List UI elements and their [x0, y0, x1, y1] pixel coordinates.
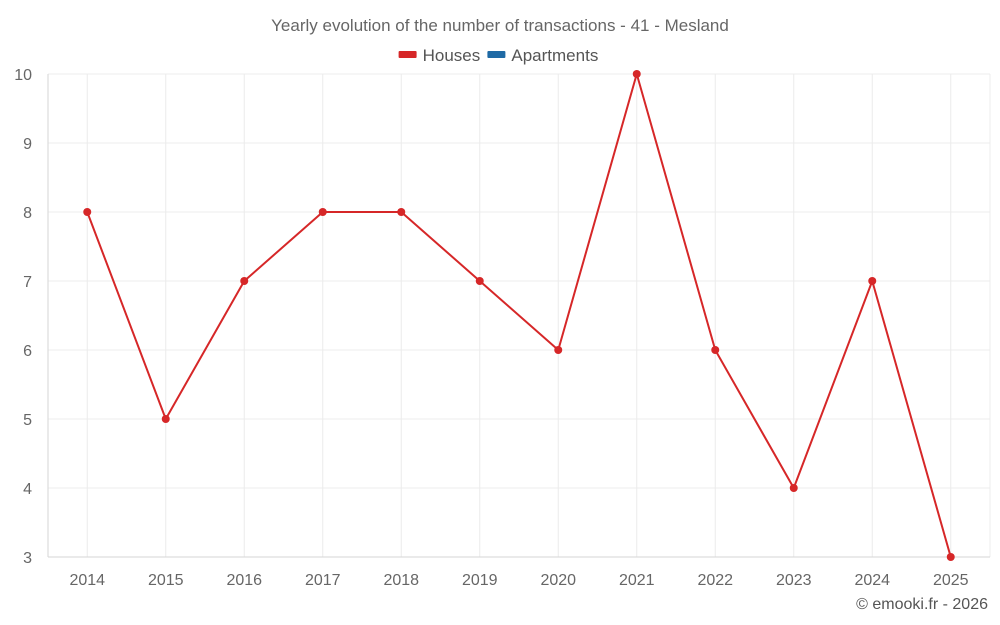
y-axis-ticks: 3 4 5 6 7 8 9 10 — [14, 67, 32, 567]
legend[interactable]: Houses Apartments — [398, 46, 599, 65]
legend-swatch — [398, 51, 417, 58]
series-line-houses — [86, 73, 952, 558]
x-tick-label: 2016 — [226, 572, 262, 589]
y-tick-label: 3 — [23, 550, 32, 567]
series-group — [83, 70, 955, 561]
legend-swatch — [487, 51, 506, 58]
data-point[interactable] — [868, 277, 877, 285]
x-tick-label: 2022 — [697, 572, 733, 589]
data-point[interactable] — [711, 346, 720, 354]
x-tick-label: 2021 — [619, 572, 655, 589]
x-tick-label: 2020 — [540, 572, 576, 589]
data-point[interactable] — [83, 208, 92, 216]
legend-label: Houses — [423, 46, 481, 65]
legend-item-houses[interactable]: Houses — [398, 46, 481, 65]
x-tick-label: 2017 — [305, 572, 341, 589]
y-tick-label: 5 — [23, 412, 32, 429]
x-tick-label: 2019 — [462, 572, 498, 589]
y-tick-label: 9 — [23, 136, 32, 153]
y-tick-label: 4 — [23, 481, 32, 498]
x-tick-label: 2024 — [854, 572, 890, 589]
y-tick-label: 6 — [23, 343, 32, 360]
x-tick-label: 2023 — [776, 572, 812, 589]
y-tick-label: 10 — [14, 67, 32, 84]
x-axis-ticks: 2014 2015 2016 2017 2018 2019 2020 2021 2022 2023… — [69, 572, 968, 589]
data-point[interactable] — [554, 346, 563, 354]
data-point[interactable] — [946, 553, 955, 561]
y-tick-label: 7 — [23, 274, 32, 291]
data-point[interactable] — [632, 70, 641, 78]
credit-text: © emooki.fr - 2026 — [856, 596, 988, 613]
x-tick-label: 2018 — [383, 572, 419, 589]
chart-title: Yearly evolution of the number of transa… — [271, 16, 729, 35]
x-tick-label: 2014 — [69, 572, 105, 589]
legend-label: Apartments — [511, 46, 598, 65]
legend-item-apartments[interactable]: Apartments — [487, 46, 598, 65]
x-tick-label: 2025 — [933, 572, 969, 589]
data-point[interactable] — [240, 277, 249, 285]
data-point[interactable] — [161, 415, 170, 423]
data-point[interactable] — [397, 208, 406, 216]
data-point[interactable] — [789, 484, 798, 492]
data-point[interactable] — [475, 277, 484, 285]
grid — [48, 73, 991, 558]
axes — [47, 74, 990, 558]
data-point[interactable] — [318, 208, 327, 216]
y-tick-label: 8 — [23, 205, 32, 222]
x-tick-label: 2015 — [148, 572, 184, 589]
